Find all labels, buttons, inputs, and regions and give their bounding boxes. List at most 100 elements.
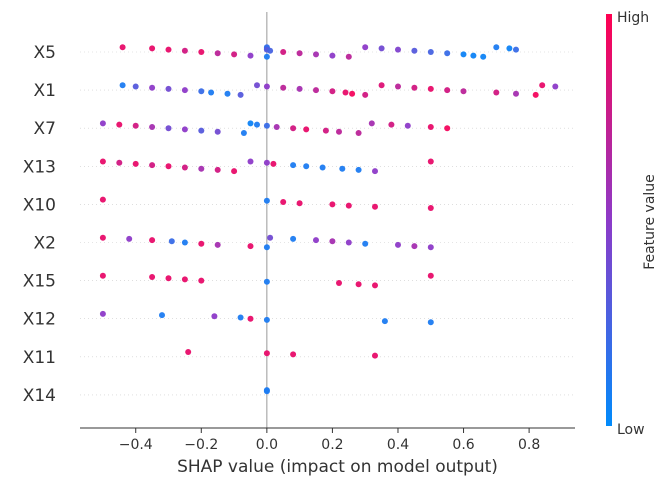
shap-point (427, 272, 434, 279)
shap-point (303, 126, 310, 133)
shap-point (532, 91, 539, 98)
shap-point (280, 84, 287, 91)
feature-label: X14 (23, 386, 56, 406)
shap-point (329, 88, 336, 95)
shap-point (240, 130, 247, 136)
shap-point (254, 121, 260, 128)
shap-point (329, 52, 336, 59)
shap-point (263, 244, 270, 251)
shap-point (247, 120, 254, 127)
shap-point (290, 162, 297, 169)
feature-labels: X5 X1 X7 X13 X10 X2 X15 X12 X11 X14 (23, 43, 56, 406)
shap-point (355, 166, 362, 173)
shap-point (460, 88, 467, 95)
shap-point (270, 160, 277, 167)
shap-point (460, 51, 467, 58)
shap-point (116, 121, 123, 128)
shap-point (552, 83, 559, 90)
shap-point (165, 46, 172, 53)
shap-point (513, 46, 519, 53)
shap-point (427, 124, 434, 130)
shap-point (381, 318, 388, 325)
shap-point (181, 126, 188, 133)
x-tick-label: −0.2 (184, 437, 218, 453)
shap-point (290, 235, 297, 242)
shap-point (181, 239, 188, 246)
shap-point (444, 87, 451, 94)
shap-point (149, 274, 156, 280)
shap-point (99, 120, 106, 127)
shap-point (149, 237, 156, 244)
shap-point (280, 199, 287, 205)
feature-label: X12 (23, 310, 56, 330)
feature-label: X5 (34, 43, 56, 63)
shap-point (247, 52, 254, 59)
shap-point (198, 277, 205, 284)
shap-point (263, 350, 270, 357)
shap-point (362, 91, 369, 98)
shap-point (513, 90, 519, 97)
feature-label: X15 (23, 272, 56, 292)
feature-label: X10 (23, 195, 56, 215)
shap-point (247, 243, 254, 250)
shap-point (480, 53, 487, 60)
shap-point (116, 159, 123, 166)
shap-point (395, 83, 401, 90)
shap-point (263, 388, 270, 395)
shap-point (263, 83, 270, 90)
x-axis-title: SHAP value (impact on model output) (177, 457, 498, 477)
shap-point (224, 90, 231, 97)
shap-point (99, 158, 106, 165)
shap-point (214, 50, 221, 57)
shap-point (336, 128, 342, 135)
shap-point (198, 165, 205, 172)
shap-point (372, 203, 378, 210)
shap-point (214, 166, 221, 173)
shap-point (296, 200, 303, 207)
shap-point (165, 85, 172, 92)
shap-point (329, 201, 336, 208)
shap-point (181, 47, 188, 54)
shap-point (427, 85, 434, 92)
shap-point (214, 128, 221, 135)
x-tick-label: 0.2 (321, 437, 343, 453)
shap-point (313, 51, 319, 58)
feature-label: X1 (34, 81, 56, 101)
shap-point (296, 85, 303, 92)
row-guides (80, 51, 575, 396)
x-tick-label: −0.4 (119, 437, 153, 453)
shap-point (237, 91, 244, 98)
shap-point (99, 272, 106, 279)
colorbar (606, 14, 612, 426)
colorbar-high-label: High (617, 10, 649, 26)
shap-point (254, 82, 260, 89)
shap-point (149, 124, 156, 130)
shap-point (198, 88, 205, 95)
shap-point (159, 312, 165, 319)
shap-point (231, 51, 238, 58)
shap-point (411, 47, 418, 54)
shap-point (149, 84, 156, 91)
shap-point (313, 87, 319, 94)
shap-point (395, 241, 401, 248)
shap-point (267, 47, 274, 54)
feature-label: X7 (34, 119, 56, 139)
shap-point (165, 125, 172, 132)
shap-point (372, 282, 378, 289)
shap-point (303, 163, 310, 170)
shap-point (263, 316, 270, 323)
shap-point (322, 127, 329, 134)
shap-point (263, 53, 270, 60)
shap-point (427, 244, 434, 251)
shap-point (296, 50, 303, 57)
shap-point (198, 240, 205, 247)
shap-point (290, 125, 297, 132)
shap-point (444, 125, 451, 132)
shap-point (198, 49, 205, 55)
shap-point (342, 89, 349, 96)
shap-point (378, 45, 385, 52)
shap-point (345, 202, 352, 209)
shap-point (119, 44, 126, 51)
shap-point (231, 168, 238, 175)
shap-point (99, 234, 106, 241)
